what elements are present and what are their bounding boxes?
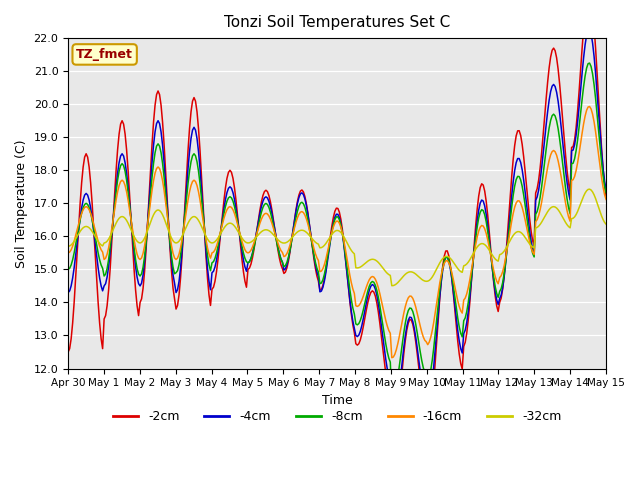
-32cm — [602, 221, 610, 227]
-4cm — [252, 236, 259, 241]
Legend: -2cm, -4cm, -8cm, -16cm, -32cm: -2cm, -4cm, -8cm, -16cm, -32cm — [108, 406, 566, 428]
-16cm — [225, 204, 232, 210]
-2cm — [252, 237, 259, 243]
Line: -16cm: -16cm — [68, 107, 606, 358]
-32cm — [300, 228, 307, 233]
-16cm — [388, 355, 396, 360]
-4cm — [586, 27, 593, 33]
Line: -8cm: -8cm — [68, 63, 606, 397]
Text: TZ_fmet: TZ_fmet — [76, 48, 133, 61]
-32cm — [252, 235, 259, 241]
Title: Tonzi Soil Temperatures Set C: Tonzi Soil Temperatures Set C — [224, 15, 450, 30]
-4cm — [573, 120, 581, 125]
-8cm — [131, 245, 138, 251]
-8cm — [300, 201, 307, 206]
-8cm — [252, 238, 259, 244]
-16cm — [243, 249, 250, 255]
-4cm — [225, 185, 232, 191]
-32cm — [388, 283, 396, 288]
-8cm — [586, 60, 593, 66]
-4cm — [300, 192, 307, 197]
-8cm — [64, 266, 72, 272]
-2cm — [225, 169, 232, 175]
-32cm — [243, 240, 250, 245]
-32cm — [573, 209, 581, 215]
-4cm — [602, 187, 610, 192]
-32cm — [225, 221, 232, 227]
-4cm — [388, 424, 396, 430]
-8cm — [225, 195, 232, 201]
-2cm — [300, 189, 307, 195]
-16cm — [602, 197, 610, 203]
-2cm — [602, 193, 610, 199]
-32cm — [586, 186, 593, 192]
-16cm — [300, 210, 307, 216]
Line: -32cm: -32cm — [68, 189, 606, 286]
Line: -4cm: -4cm — [68, 30, 606, 427]
-32cm — [64, 243, 72, 249]
-8cm — [243, 259, 250, 264]
-16cm — [131, 237, 138, 242]
X-axis label: Time: Time — [322, 394, 353, 407]
-4cm — [243, 268, 250, 274]
-2cm — [573, 108, 581, 114]
-4cm — [131, 250, 138, 256]
-8cm — [602, 190, 610, 196]
-2cm — [131, 266, 138, 272]
-16cm — [573, 160, 581, 166]
-2cm — [64, 349, 72, 355]
-16cm — [252, 235, 259, 241]
Y-axis label: Soil Temperature (C): Soil Temperature (C) — [15, 139, 28, 267]
-16cm — [64, 250, 72, 256]
-4cm — [64, 289, 72, 295]
-16cm — [586, 104, 593, 109]
-2cm — [388, 440, 396, 445]
Line: -2cm: -2cm — [68, 0, 606, 443]
-2cm — [243, 284, 250, 290]
-32cm — [131, 233, 138, 239]
-8cm — [573, 137, 581, 143]
-8cm — [388, 394, 396, 400]
